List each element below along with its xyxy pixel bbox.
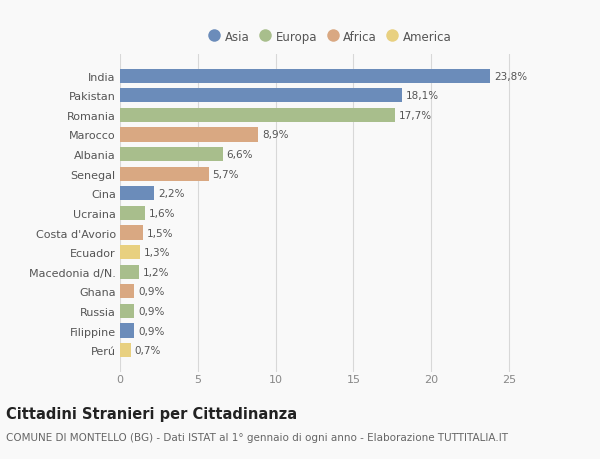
Text: 1,5%: 1,5% (147, 228, 174, 238)
Bar (120, 167, 209, 181)
Bar (120, 69, 490, 84)
Bar (120, 128, 259, 142)
Text: Cittadini Stranieri per Cittadinanza: Cittadini Stranieri per Cittadinanza (6, 406, 297, 421)
Text: 2,2%: 2,2% (158, 189, 185, 199)
Bar (120, 207, 145, 220)
Bar (120, 343, 131, 358)
Text: 5,7%: 5,7% (212, 169, 239, 179)
Text: 0,9%: 0,9% (138, 326, 164, 336)
Text: 18,1%: 18,1% (406, 91, 439, 101)
Bar (120, 109, 395, 123)
Text: COMUNE DI MONTELLO (BG) - Dati ISTAT al 1° gennaio di ogni anno - Elaborazione T: COMUNE DI MONTELLO (BG) - Dati ISTAT al … (6, 432, 508, 442)
Text: 0,9%: 0,9% (138, 287, 164, 297)
Bar (120, 265, 139, 279)
Bar (120, 89, 401, 103)
Legend: Asia, Europa, Africa, America: Asia, Europa, Africa, America (203, 26, 457, 49)
Text: 17,7%: 17,7% (399, 111, 433, 121)
Bar (120, 324, 134, 338)
Bar (120, 304, 134, 318)
Text: 23,8%: 23,8% (494, 72, 527, 82)
Text: 0,7%: 0,7% (135, 345, 161, 355)
Text: 0,9%: 0,9% (138, 306, 164, 316)
Bar (120, 285, 134, 299)
Text: 1,2%: 1,2% (143, 267, 169, 277)
Bar (120, 148, 223, 162)
Text: 8,9%: 8,9% (262, 130, 289, 140)
Text: 1,3%: 1,3% (144, 247, 170, 257)
Text: 1,6%: 1,6% (149, 208, 175, 218)
Bar (120, 246, 140, 260)
Bar (120, 187, 154, 201)
Text: 6,6%: 6,6% (227, 150, 253, 160)
Bar (120, 226, 143, 240)
